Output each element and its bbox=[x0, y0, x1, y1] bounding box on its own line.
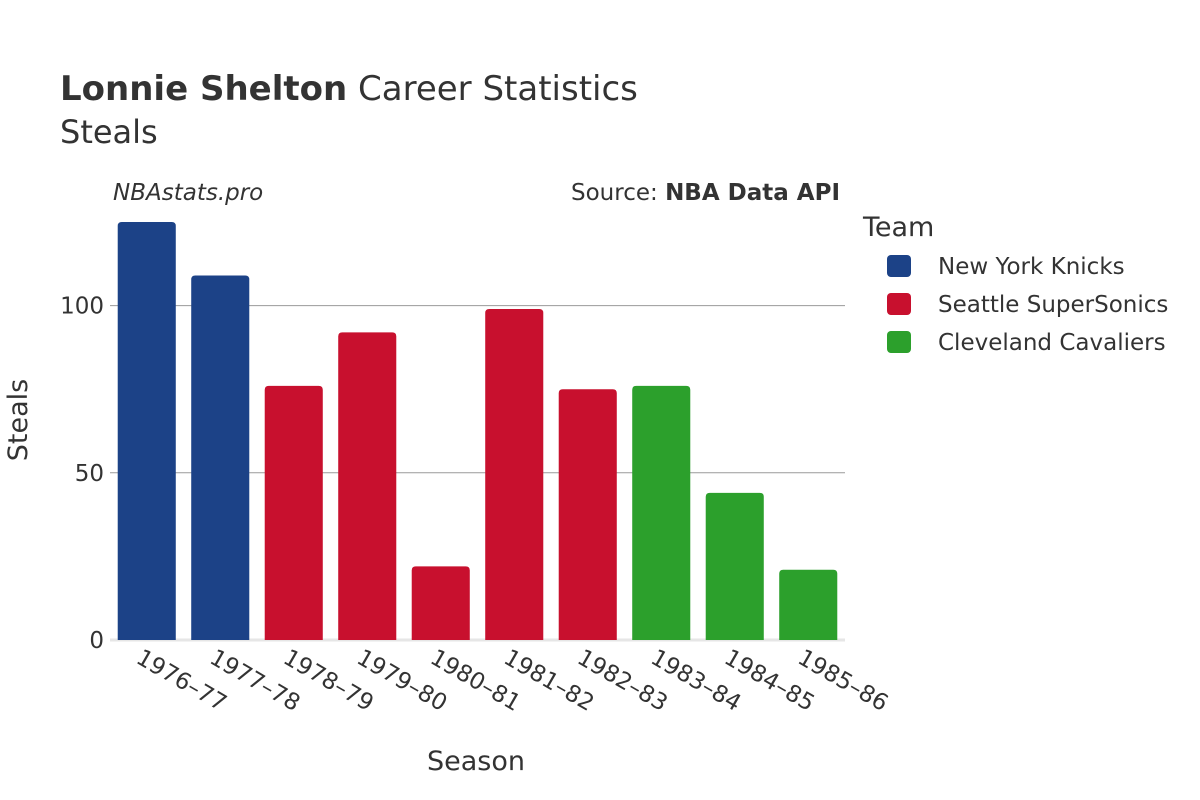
bar[interactable] bbox=[558, 389, 617, 640]
legend-title: Team bbox=[862, 212, 934, 243]
bar[interactable] bbox=[191, 275, 250, 640]
title-rest bbox=[347, 69, 358, 109]
legend-label: New York Knicks bbox=[938, 254, 1125, 280]
legend-label: Seattle SuperSonics bbox=[938, 292, 1168, 318]
bar[interactable] bbox=[632, 385, 691, 640]
chart-title: Lonnie Shelton Career Statistics bbox=[60, 69, 638, 109]
legend: New York Knicks Seattle SuperSonics Clevel… bbox=[887, 254, 1168, 356]
legend-label: Cleveland Cavaliers bbox=[938, 330, 1166, 356]
bar[interactable] bbox=[485, 308, 544, 640]
bar[interactable] bbox=[264, 385, 323, 640]
bar[interactable] bbox=[338, 332, 397, 640]
y-tick-label: 0 bbox=[89, 628, 104, 654]
y-tick-label: 50 bbox=[75, 461, 104, 487]
x-axis-title: Season bbox=[427, 746, 525, 777]
source-prefix: Source: bbox=[571, 180, 665, 206]
y-tick-labels: 0 50 100 bbox=[60, 294, 104, 654]
title-suffix: Career Statistics bbox=[358, 69, 638, 109]
bar[interactable] bbox=[117, 222, 176, 640]
bar[interactable] bbox=[779, 569, 838, 640]
bar[interactable] bbox=[411, 566, 470, 640]
legend-swatch bbox=[887, 331, 911, 353]
source-name: NBA Data API bbox=[665, 180, 840, 206]
brand-label: NBAstats.pro bbox=[113, 180, 263, 206]
bar[interactable] bbox=[705, 492, 764, 640]
x-tick-labels: 1976–771977–781978–791979–801980–811981–… bbox=[132, 645, 893, 717]
source-label: Source: NBA Data API bbox=[571, 180, 840, 206]
y-axis-title: Steals bbox=[3, 379, 34, 461]
legend-swatch bbox=[887, 255, 911, 277]
chart-subtitle: Steals bbox=[60, 113, 158, 151]
y-tick-label: 100 bbox=[60, 294, 104, 320]
legend-swatch bbox=[887, 293, 911, 315]
title-player-name: Lonnie Shelton bbox=[60, 69, 347, 109]
bars-layer bbox=[117, 222, 838, 640]
